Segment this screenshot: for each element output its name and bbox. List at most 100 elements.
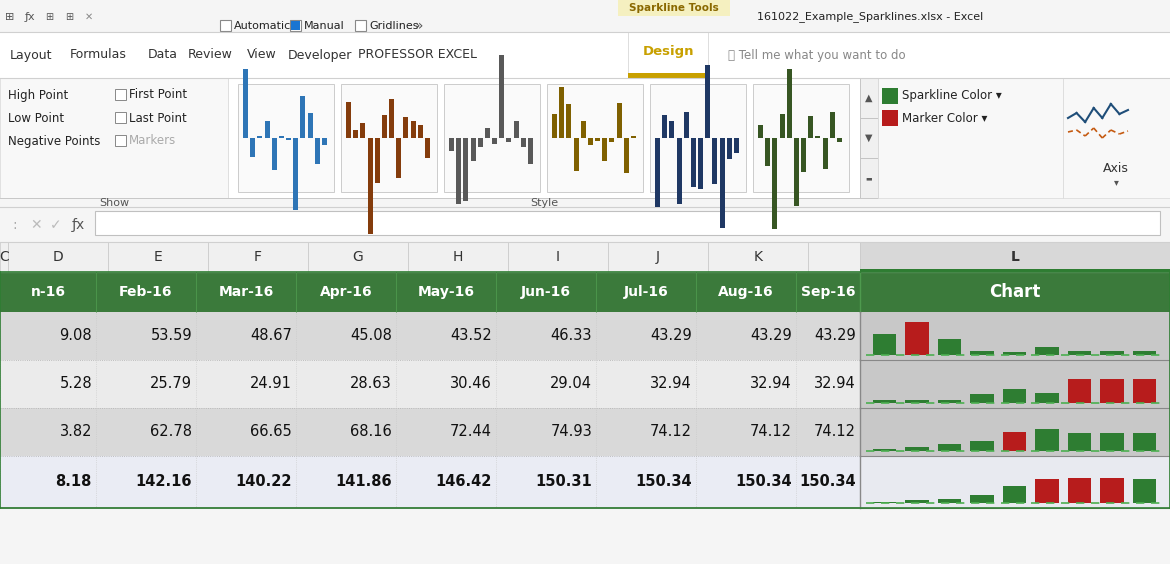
Bar (720, 138, 724, 228)
Bar (793, 138, 799, 206)
Bar (353, 130, 358, 138)
Bar (860, 118, 878, 158)
Text: Formulas: Formulas (70, 49, 126, 61)
Bar (257, 136, 262, 138)
Bar (698, 138, 703, 189)
Text: Mar-16: Mar-16 (219, 285, 274, 299)
Bar (0, 456, 860, 508)
Bar (1133, 380, 1156, 403)
Bar (301, 96, 305, 138)
Bar (346, 102, 351, 138)
Bar (937, 338, 961, 355)
Bar (355, 20, 366, 31)
Text: 3.82: 3.82 (60, 425, 92, 439)
Bar (220, 20, 230, 31)
Bar (0, 207, 1170, 242)
Bar (970, 495, 993, 503)
Text: :: : (12, 218, 16, 232)
Bar (411, 121, 415, 138)
Bar (837, 138, 842, 142)
Text: Layout: Layout (11, 49, 53, 61)
Bar (937, 400, 961, 403)
Text: 74.12: 74.12 (814, 425, 856, 439)
Bar (1133, 479, 1156, 503)
Bar (1035, 479, 1059, 503)
Bar (0, 312, 860, 360)
Text: 43.52: 43.52 (450, 328, 493, 343)
Bar (610, 138, 614, 142)
Bar (115, 89, 126, 100)
Text: Chart: Chart (990, 283, 1040, 301)
Text: 140.22: 140.22 (235, 474, 292, 490)
Bar (566, 104, 571, 138)
Bar (264, 121, 269, 138)
Text: ƒx: ƒx (25, 12, 35, 22)
Bar (1068, 351, 1092, 355)
Text: ✕: ✕ (30, 218, 42, 232)
Text: 32.94: 32.94 (750, 377, 792, 391)
Text: G: G (352, 250, 364, 264)
Text: 43.29: 43.29 (814, 328, 856, 343)
Bar (860, 360, 1170, 408)
Bar (873, 501, 896, 503)
Bar (463, 138, 468, 201)
Text: Sep-16: Sep-16 (800, 285, 855, 299)
Bar (507, 138, 511, 142)
Bar (548, 84, 644, 192)
Bar (443, 84, 541, 192)
Text: Gridlines: Gridlines (369, 21, 419, 31)
Bar (608, 242, 708, 272)
Bar (367, 138, 372, 234)
Bar (753, 84, 849, 192)
Bar (108, 242, 208, 272)
Text: PROFESSOR EXCEL: PROFESSOR EXCEL (358, 49, 477, 61)
Text: ✕: ✕ (85, 12, 94, 22)
Text: E: E (153, 250, 163, 264)
Bar (1133, 351, 1156, 355)
Bar (1003, 432, 1026, 451)
Bar (618, 0, 730, 16)
Text: 150.31: 150.31 (535, 474, 592, 490)
Text: Developer: Developer (288, 49, 352, 61)
Bar (860, 312, 1170, 360)
Text: Sparkline Color ▾: Sparkline Color ▾ (902, 90, 1002, 103)
Bar (937, 499, 961, 503)
Text: n-16: n-16 (30, 285, 66, 299)
Bar (882, 110, 899, 126)
Bar (0, 242, 1170, 272)
Text: ▲: ▲ (866, 93, 873, 103)
Bar (1035, 429, 1059, 451)
Bar (1035, 347, 1059, 355)
Bar (0, 360, 860, 408)
Bar (683, 112, 689, 138)
Bar (765, 138, 770, 166)
Text: 46.33: 46.33 (551, 328, 592, 343)
Text: 161022_Example_Sparklines.xlsx - Excel: 161022_Example_Sparklines.xlsx - Excel (757, 11, 983, 23)
Bar (970, 351, 993, 355)
Bar (456, 138, 461, 204)
Text: ⊞: ⊞ (5, 12, 14, 22)
Bar (290, 20, 301, 31)
Bar (808, 116, 813, 138)
Bar (651, 84, 746, 192)
Text: 8.18: 8.18 (56, 474, 92, 490)
Bar (508, 242, 608, 272)
Text: Apr-16: Apr-16 (319, 285, 372, 299)
Text: View: View (247, 49, 277, 61)
Bar (860, 78, 878, 118)
Bar (0, 272, 1170, 312)
Bar (830, 112, 834, 138)
Bar (801, 138, 806, 172)
Bar (388, 99, 394, 138)
Bar (628, 32, 708, 78)
Text: 32.94: 32.94 (651, 377, 691, 391)
Bar (708, 242, 808, 272)
Text: 45.08: 45.08 (350, 328, 392, 343)
Bar (0, 242, 8, 272)
Bar (779, 114, 785, 138)
Text: 72.44: 72.44 (450, 425, 493, 439)
Text: First Point: First Point (129, 89, 187, 102)
Bar (500, 55, 504, 138)
Bar (573, 138, 578, 171)
Text: 43.29: 43.29 (750, 328, 792, 343)
